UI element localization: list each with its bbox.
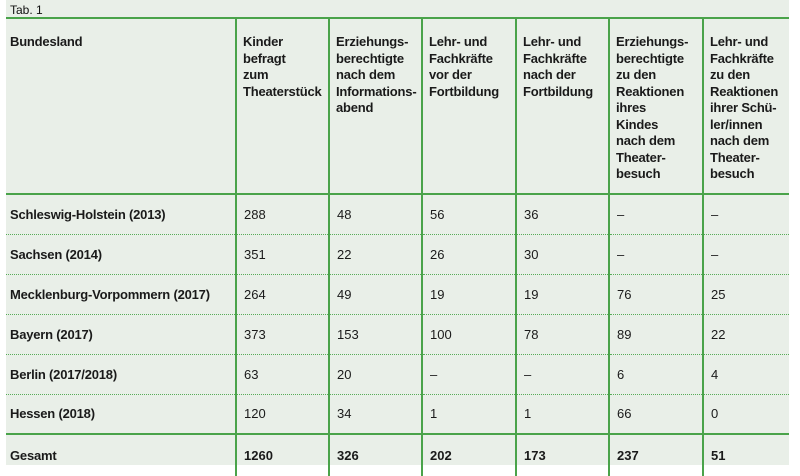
cell-value: 288 bbox=[235, 194, 329, 235]
table-panel: Tab. 1 Bundesland Kinder befragt zum The… bbox=[6, 0, 789, 476]
table-row-gesamt: Gesamt 1260 326 202 173 237 51 bbox=[6, 434, 789, 476]
data-table: Bundesland Kinder befragt zum Theaterstü… bbox=[6, 17, 789, 476]
cell-value: 120 bbox=[235, 394, 329, 435]
cell-value: 20 bbox=[328, 354, 422, 395]
row-label: Sachsen (2014) bbox=[6, 234, 236, 275]
cell-value: 1 bbox=[515, 394, 609, 435]
cell-value: – bbox=[608, 234, 703, 275]
total-value: 1260 bbox=[235, 434, 329, 476]
total-value: 173 bbox=[515, 434, 609, 476]
cell-value: 373 bbox=[235, 314, 329, 355]
cell-value: 48 bbox=[328, 194, 422, 235]
cell-value: 30 bbox=[515, 234, 609, 275]
cell-value: 0 bbox=[702, 394, 789, 435]
cell-value: 100 bbox=[421, 314, 516, 355]
table-caption: Tab. 1 bbox=[10, 3, 43, 17]
total-value: 202 bbox=[421, 434, 516, 476]
header-erziehungsberechtigte-infoabend: Erziehungs- berechtigte nach dem Informa… bbox=[328, 18, 422, 195]
cell-value: 49 bbox=[328, 274, 422, 315]
table-row-mecklenburg-vorpommern: Mecklenburg-Vorpommern (2017) 264 49 19 … bbox=[6, 274, 789, 315]
header-kinder-befragt: Kinder befragt zum Theaterstück bbox=[235, 18, 329, 195]
cell-value: – bbox=[421, 354, 516, 395]
cell-value: 22 bbox=[702, 314, 789, 355]
header-bundesland: Bundesland bbox=[6, 18, 236, 195]
cell-value: 1 bbox=[421, 394, 516, 435]
cell-value: 63 bbox=[235, 354, 329, 395]
cell-value: 89 bbox=[608, 314, 703, 355]
total-value: 326 bbox=[328, 434, 422, 476]
cell-value: 4 bbox=[702, 354, 789, 395]
cell-value: 56 bbox=[421, 194, 516, 235]
row-label: Berlin (2017/2018) bbox=[6, 354, 236, 395]
cell-value: 6 bbox=[608, 354, 703, 395]
table-row-schleswig-holstein: Schleswig-Holstein (2013) 288 48 56 36 –… bbox=[6, 194, 789, 235]
cell-value: 36 bbox=[515, 194, 609, 235]
table-row-berlin: Berlin (2017/2018) 63 20 – – 6 4 bbox=[6, 354, 789, 395]
cell-value: – bbox=[608, 194, 703, 235]
cell-value: 19 bbox=[421, 274, 516, 315]
cell-value: – bbox=[702, 234, 789, 275]
row-label: Bayern (2017) bbox=[6, 314, 236, 355]
header-fachkraefte-vor-fortbildung: Lehr- und Fachkräfte vor der Fortbildung bbox=[421, 18, 516, 195]
header-fachkraefte-reaktionen: Lehr- und Fachkräfte zu den Reaktionen i… bbox=[702, 18, 789, 195]
header-fachkraefte-nach-fortbildung: Lehr- und Fachkräfte nach der Fortbildun… bbox=[515, 18, 609, 195]
total-value: 51 bbox=[702, 434, 789, 476]
cell-value: 264 bbox=[235, 274, 329, 315]
cell-value: 76 bbox=[608, 274, 703, 315]
cell-value: 351 bbox=[235, 234, 329, 275]
row-label: Hessen (2018) bbox=[6, 394, 236, 435]
row-label: Schleswig-Holstein (2013) bbox=[6, 194, 236, 235]
cell-value: 78 bbox=[515, 314, 609, 355]
cell-value: 26 bbox=[421, 234, 516, 275]
cell-value: 22 bbox=[328, 234, 422, 275]
header-erziehungsberechtigte-reaktionen: Erziehungs- berechtigte zu den Reaktione… bbox=[608, 18, 703, 195]
cell-value: 66 bbox=[608, 394, 703, 435]
cell-value: – bbox=[515, 354, 609, 395]
cell-value: – bbox=[702, 194, 789, 235]
total-label: Gesamt bbox=[10, 448, 57, 463]
header-row: Bundesland Kinder befragt zum Theaterstü… bbox=[6, 18, 789, 195]
table-row-sachsen: Sachsen (2014) 351 22 26 30 – – bbox=[6, 234, 789, 275]
cell-value: 25 bbox=[702, 274, 789, 315]
cell-value: 153 bbox=[328, 314, 422, 355]
cell-value: 34 bbox=[328, 394, 422, 435]
cell-value: 19 bbox=[515, 274, 609, 315]
total-value: 237 bbox=[608, 434, 703, 476]
table-row-bayern: Bayern (2017) 373 153 100 78 89 22 bbox=[6, 314, 789, 355]
table-row-hessen: Hessen (2018) 120 34 1 1 66 0 bbox=[6, 394, 789, 435]
row-label: Mecklenburg-Vorpommern (2017) bbox=[6, 274, 236, 315]
